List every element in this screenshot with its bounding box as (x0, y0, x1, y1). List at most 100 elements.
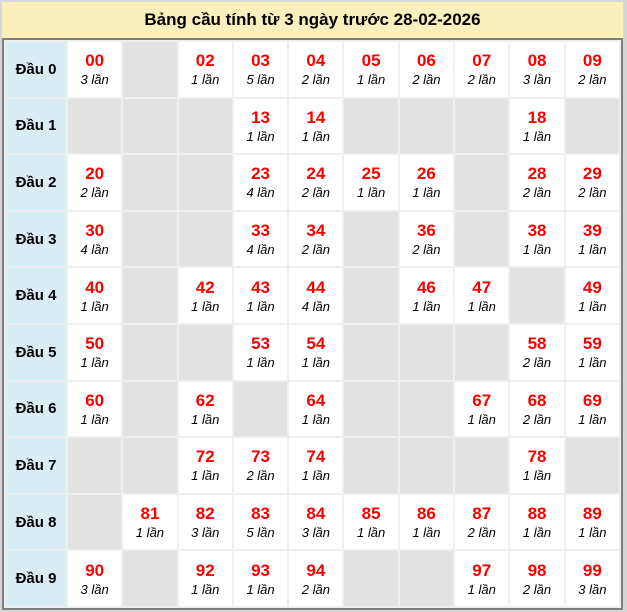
number-cell-92: 92 1 lần (178, 551, 232, 606)
number-value: 34 (306, 220, 326, 240)
count-value: 2 lần (301, 581, 330, 597)
count-value: 3 lần (578, 581, 607, 597)
number-cell-26: 26 1 lần (399, 155, 454, 210)
number-cell-84: 84 3 lần (289, 494, 343, 550)
number-cell-39: 39 1 lần (565, 211, 619, 267)
number-cell-33: 33 4 lần (233, 211, 288, 267)
table-row: Đầu 1 13 1 lần 14 1 lần 18 1 lần (6, 98, 619, 154)
number-value: 33 (251, 220, 270, 240)
count-value: 2 lần (522, 411, 552, 427)
count-value: 1 lần (246, 128, 275, 144)
empty-cell (344, 98, 398, 154)
empty-cell (455, 98, 509, 154)
number-cell-64: 64 1 lần (289, 381, 343, 437)
count-value: 2 lần (301, 72, 330, 88)
number-cell-28: 28 2 lần (510, 155, 564, 210)
number-value: 83 (251, 503, 270, 523)
number-cell-94: 94 2 lần (289, 551, 343, 606)
empty-cell (123, 42, 177, 97)
number-value: 81 (140, 503, 160, 523)
empty-cell (68, 98, 122, 154)
count-value: 2 lần (301, 242, 330, 257)
number-value: 28 (527, 164, 547, 184)
number-value: 25 (361, 164, 381, 184)
count-value: 1 lần (578, 242, 607, 257)
empty-cell (178, 155, 232, 210)
number-value: 47 (472, 277, 492, 297)
number-value: 36 (416, 220, 436, 240)
number-cell-30: 30 4 lần (68, 211, 122, 267)
number-cell-34: 34 2 lần (289, 211, 343, 267)
number-cell-86: 86 1 lần (399, 494, 454, 550)
number-cell-36: 36 2 lần (399, 211, 454, 267)
number-value: 67 (472, 390, 492, 410)
count-value: 4 lần (246, 185, 275, 201)
number-cell-47: 47 1 lần (455, 268, 509, 323)
count-value: 2 lần (522, 185, 552, 201)
empty-cell (399, 551, 454, 606)
number-value: 68 (527, 390, 547, 410)
table-row: Đầu 7 72 1 lần 73 2 lần 74 1 lần 78 1 lần (6, 438, 619, 493)
count-value: 2 lần (80, 185, 109, 201)
empty-cell (123, 381, 177, 437)
number-cell-93: 93 1 lần (233, 551, 288, 606)
count-value: 1 lần (246, 355, 275, 371)
number-value: 46 (416, 277, 436, 297)
count-value: 1 lần (357, 524, 386, 540)
empty-cell (344, 551, 398, 606)
count-value: 1 lần (522, 242, 552, 257)
count-value: 1 lần (301, 128, 330, 144)
number-cell-60: 60 1 lần (68, 381, 122, 437)
number-cell-20: 20 2 lần (68, 155, 122, 210)
number-value: 03 (251, 51, 270, 71)
count-value: 2 lần (301, 185, 330, 201)
number-cell-38: 38 1 lần (510, 211, 564, 267)
number-value: 23 (251, 164, 270, 184)
number-value: 94 (306, 560, 326, 580)
count-value: 1 lần (578, 411, 607, 427)
number-value: 00 (85, 51, 105, 71)
count-value: 1 lần (578, 355, 607, 371)
number-cell-07: 07 2 lần (455, 42, 509, 97)
count-value: 1 lần (412, 298, 441, 314)
number-cell-25: 25 1 lần (344, 155, 398, 210)
table-row: Đầu 0 00 3 lần 02 1 lần 03 5 lần 04 2 lần 05 1 lần… (6, 42, 619, 97)
count-value: 3 lần (522, 72, 552, 88)
number-value: 59 (582, 334, 602, 354)
number-value: 97 (472, 560, 492, 580)
empty-cell (68, 494, 122, 550)
empty-cell (123, 438, 177, 493)
number-cell-81: 81 1 lần (123, 494, 177, 550)
number-cell-53: 53 1 lần (233, 324, 288, 380)
row-label: Đầu 0 (6, 42, 66, 97)
empty-cell (510, 268, 564, 323)
number-cell-49: 49 1 lần (565, 268, 619, 323)
number-value: 62 (195, 390, 215, 410)
number-cell-88: 88 1 lần (510, 494, 564, 550)
table-row: Đầu 4 40 1 lần 42 1 lần 43 1 lần 44 4 lần 46 1 lần… (6, 268, 619, 323)
row-label: Đầu 3 (6, 211, 66, 267)
count-value: 2 lần (522, 355, 552, 371)
number-value: 92 (195, 560, 215, 580)
count-value: 1 lần (522, 128, 552, 144)
count-value: 5 lần (246, 524, 275, 540)
number-cell-50: 50 1 lần (68, 324, 122, 380)
count-value: 1 lần (191, 72, 220, 88)
empty-cell (565, 438, 619, 493)
number-cell-85: 85 1 lần (344, 494, 398, 550)
table-row: Đầu 9 90 3 lần 92 1 lần 93 1 lần 94 2 lần 97 1 lần… (6, 551, 619, 606)
row-label: Đầu 2 (6, 155, 66, 210)
count-value: 1 lần (467, 298, 496, 314)
number-cell-40: 40 1 lần (68, 268, 122, 323)
row-label: Đầu 1 (6, 98, 66, 154)
row-label: Đầu 7 (6, 438, 66, 493)
empty-cell (123, 268, 177, 323)
number-value: 86 (416, 503, 436, 523)
count-value: 1 lần (467, 581, 496, 597)
count-value: 1 lần (246, 298, 275, 314)
number-value: 29 (582, 164, 602, 184)
number-cell-43: 43 1 lần (233, 268, 288, 323)
count-value: 1 lần (135, 524, 165, 540)
empty-cell (344, 438, 398, 493)
number-cell-13: 13 1 lần (233, 98, 288, 154)
